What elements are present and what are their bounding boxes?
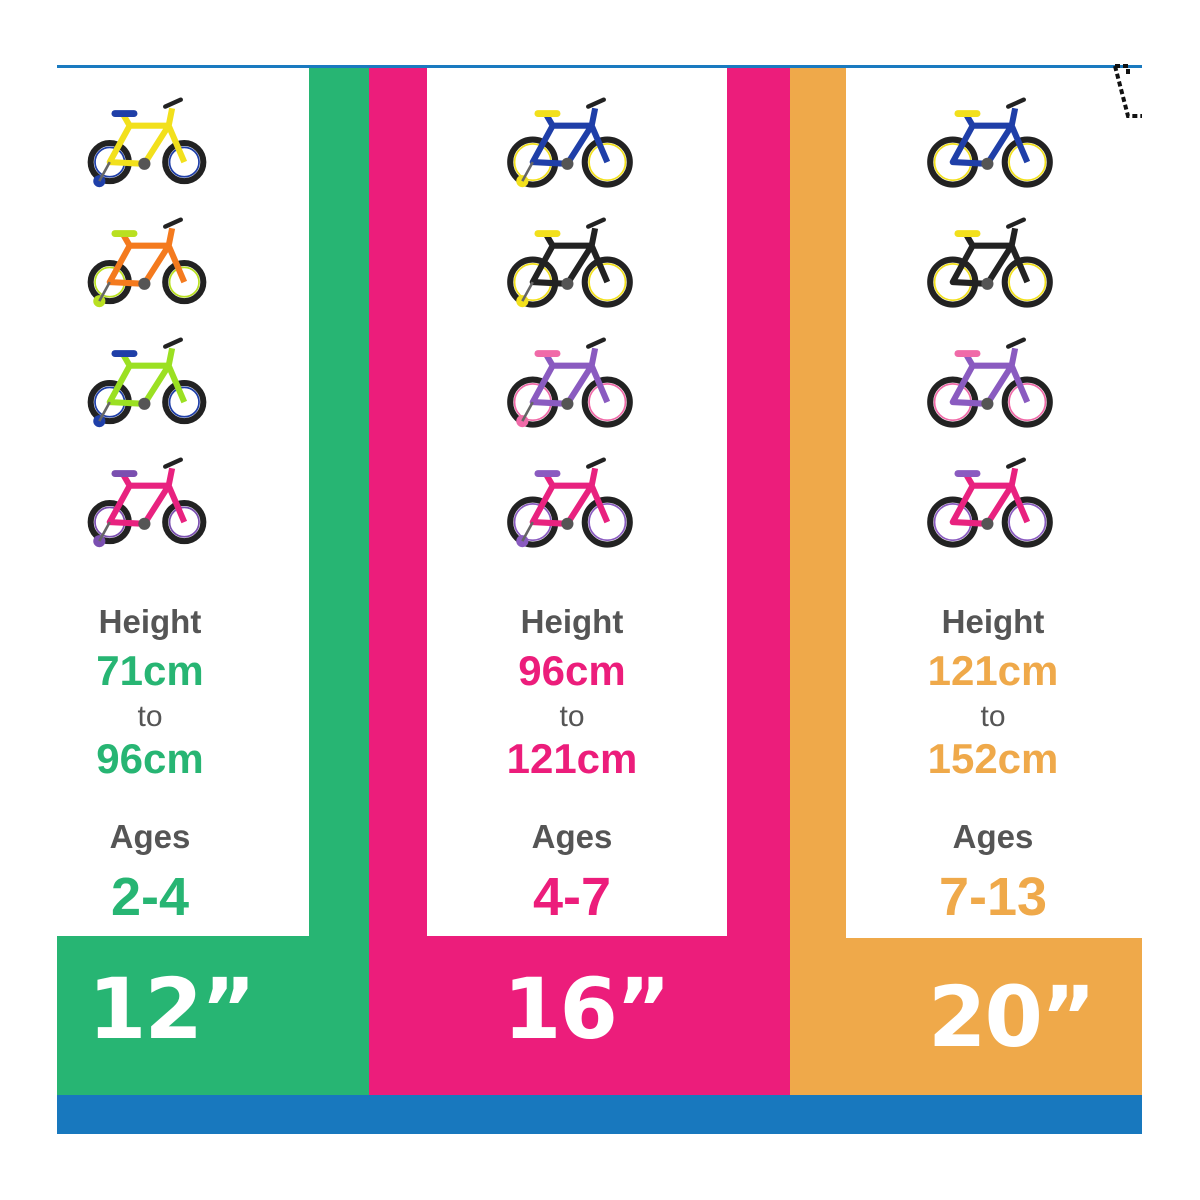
- bicycle-image: [507, 457, 633, 548]
- bicycle-image: [927, 217, 1053, 308]
- bicycle-image: [87, 337, 207, 428]
- top-blue-line: [57, 65, 1142, 70]
- bicycle-image: [927, 337, 1053, 428]
- info-panel: [846, 68, 1142, 938]
- wheel-size: 16”: [503, 960, 671, 1058]
- bicycle-image: [927, 97, 1053, 188]
- bicycle-image: [87, 97, 207, 188]
- size-column-16: [369, 68, 790, 1095]
- ages-label: Ages: [952, 818, 1034, 855]
- bicycle-image: [507, 337, 633, 428]
- height-max: 96cm: [96, 735, 204, 782]
- info-panel: [427, 68, 727, 936]
- bottom-blue-bar: [57, 1095, 1142, 1134]
- height-label: Height: [98, 603, 202, 640]
- bicycle-image: [507, 217, 633, 308]
- age-range: 2-4: [110, 867, 190, 927]
- bicycle-image: [507, 97, 633, 188]
- to-label: to: [559, 700, 585, 733]
- ages-label: Ages: [531, 818, 613, 855]
- to-label: to: [137, 700, 163, 733]
- height-max: 121cm: [506, 735, 638, 782]
- bicycle-image: [87, 457, 207, 548]
- height-max: 152cm: [927, 735, 1059, 782]
- age-range: 4-7: [532, 867, 612, 927]
- height-min: 71cm: [96, 647, 204, 694]
- to-label: to: [980, 700, 1006, 733]
- bicycle-image: [927, 457, 1053, 548]
- height-label: Height: [941, 603, 1045, 640]
- height-label: Height: [520, 603, 624, 640]
- wheel-size: 12”: [88, 960, 256, 1058]
- bicycle-image: [87, 217, 207, 308]
- age-range: 7-13: [938, 867, 1048, 927]
- height-min: 121cm: [927, 647, 1059, 694]
- size-column-12: [57, 68, 369, 1095]
- wheel-size: 20”: [928, 968, 1096, 1066]
- height-min: 96cm: [518, 647, 626, 694]
- resize-cursor-icon: [1113, 64, 1142, 118]
- ages-label: Ages: [109, 818, 191, 855]
